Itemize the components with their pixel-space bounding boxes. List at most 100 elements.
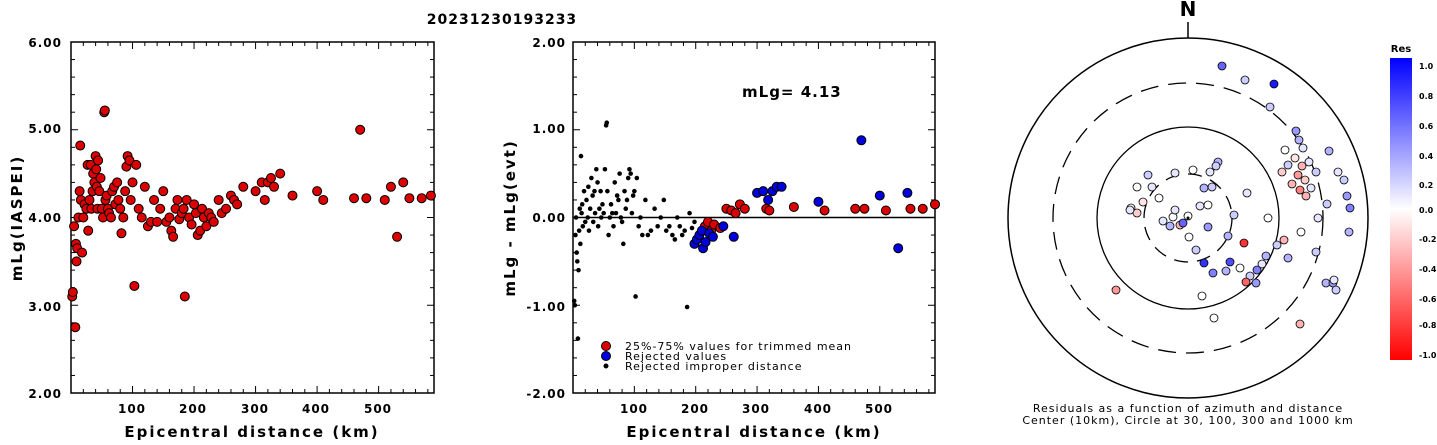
residual-data-point — [880, 205, 891, 216]
improper-distance-point — [595, 223, 601, 229]
left-data-point — [77, 247, 88, 258]
polar-station-marker — [1301, 191, 1311, 201]
azimuth-distance-panel: N Residuals as a function of azimuth and… — [1007, 0, 1369, 427]
left-data-point — [136, 212, 147, 223]
improper-distance-point — [614, 193, 620, 198]
improper-distance-point — [611, 223, 616, 229]
residual-data-point — [874, 190, 885, 201]
polar-station-marker — [1221, 266, 1231, 276]
improper-distance-point — [619, 219, 625, 225]
left-data-points — [67, 105, 436, 333]
left-data-point — [83, 225, 94, 236]
left-data-point — [404, 193, 415, 204]
left-data-point — [238, 181, 249, 192]
left-data-point — [91, 164, 102, 175]
polar-station-marker — [1311, 167, 1321, 177]
left-data-point — [120, 186, 131, 197]
left-y-axis-label: mLg(IASPEI) — [8, 155, 26, 281]
colorbar-tick-label: 1.0 — [1419, 62, 1434, 71]
improper-distance-point — [625, 175, 631, 181]
left-data-point — [155, 203, 166, 214]
polar-station-marker — [1295, 319, 1305, 329]
improper-distance-point — [684, 304, 690, 310]
left-data-point — [67, 287, 78, 298]
polar-station-marker — [1344, 227, 1354, 237]
residual-data-point — [850, 203, 861, 214]
polar-station-marker — [1311, 247, 1321, 257]
polar-station-marker — [1333, 167, 1343, 177]
improper-distance-point — [601, 210, 606, 216]
polar-station-marker — [1293, 170, 1303, 180]
polar-station-marker — [1277, 167, 1287, 177]
residual-data-point — [758, 186, 769, 197]
polar-station-marker — [1197, 291, 1207, 301]
left-x-axis-label: Epicentral distance (km) — [124, 423, 379, 441]
residual-data-point — [728, 231, 739, 242]
left-data-point — [208, 216, 219, 227]
improper-distance-point — [578, 241, 583, 247]
improper-distance-point — [576, 228, 582, 233]
improper-distance-point — [607, 215, 613, 220]
left-data-point — [312, 186, 323, 197]
improper-distance-point — [590, 193, 595, 198]
left-data-point — [269, 181, 280, 192]
improper-distance-point — [579, 210, 584, 216]
polar-station-marker — [1183, 211, 1193, 221]
middle-xtick-label: 500 — [865, 402, 893, 416]
residual-data-point — [707, 231, 718, 242]
left-data-point — [105, 212, 116, 223]
left-xtick-label: 400 — [302, 402, 330, 416]
middle-x-axis-label: Epicentral distance (km) — [626, 423, 881, 441]
improper-distance-point — [627, 166, 632, 172]
improper-distance-point — [663, 228, 669, 233]
polar-station-marker — [1245, 271, 1255, 281]
polar-station-marker — [1304, 157, 1314, 167]
polar-station-marker — [1280, 145, 1290, 155]
improper-distance-point — [598, 215, 604, 220]
improper-distance-point — [648, 228, 654, 233]
polar-station-marker — [1178, 218, 1188, 228]
improper-distance-point — [621, 241, 626, 247]
polar-station-marker — [1283, 160, 1293, 170]
left-data-point — [115, 203, 126, 214]
improper-distance-point — [600, 202, 605, 207]
epicenter-marker — [1186, 216, 1190, 220]
polar-station-marker — [1158, 216, 1168, 226]
middle-xtick-label: 300 — [742, 402, 770, 416]
left-data-point — [355, 124, 366, 135]
left-ytick-label: 5.00 — [28, 122, 62, 136]
polar-station-marker — [1269, 79, 1279, 89]
improper-distance-point — [573, 232, 578, 238]
improper-distance-point — [598, 188, 603, 194]
polar-station-marker — [1217, 61, 1227, 71]
residual-data-point — [739, 203, 750, 214]
polar-station-marker — [1209, 313, 1219, 323]
left-data-point — [164, 212, 175, 223]
polar-station-marker — [1207, 182, 1217, 192]
range-circle-300km — [1052, 82, 1324, 354]
residual-data-point — [905, 203, 916, 214]
middle-xtick-label: 100 — [620, 402, 648, 416]
mlg-annotation: mLg= 4.13 — [742, 83, 842, 101]
polar-station-marker — [1279, 235, 1289, 245]
left-data-point — [201, 221, 212, 232]
middle-ytick-label: 1.00 — [532, 122, 566, 136]
improper-distance-point — [687, 210, 692, 216]
polar-station-marker — [1225, 257, 1235, 267]
left-data-point — [179, 291, 190, 302]
left-data-point — [71, 256, 82, 267]
improper-distance-point — [612, 180, 618, 185]
middle-ytick-label: 2.00 — [532, 36, 566, 50]
left-data-point — [213, 194, 224, 205]
polar-station-marker — [1298, 143, 1308, 153]
residual-data-point — [902, 187, 913, 198]
left-data-point — [78, 212, 89, 223]
polar-station-marker — [1242, 188, 1252, 198]
legend-marker-improper — [603, 363, 609, 369]
residual-data-point — [700, 237, 711, 248]
improper-distance-point — [638, 215, 643, 220]
improper-distance-point — [573, 215, 579, 220]
polar-station-marker — [1199, 258, 1209, 268]
left-data-point — [398, 177, 409, 188]
legend-marker-rejected — [601, 351, 611, 361]
